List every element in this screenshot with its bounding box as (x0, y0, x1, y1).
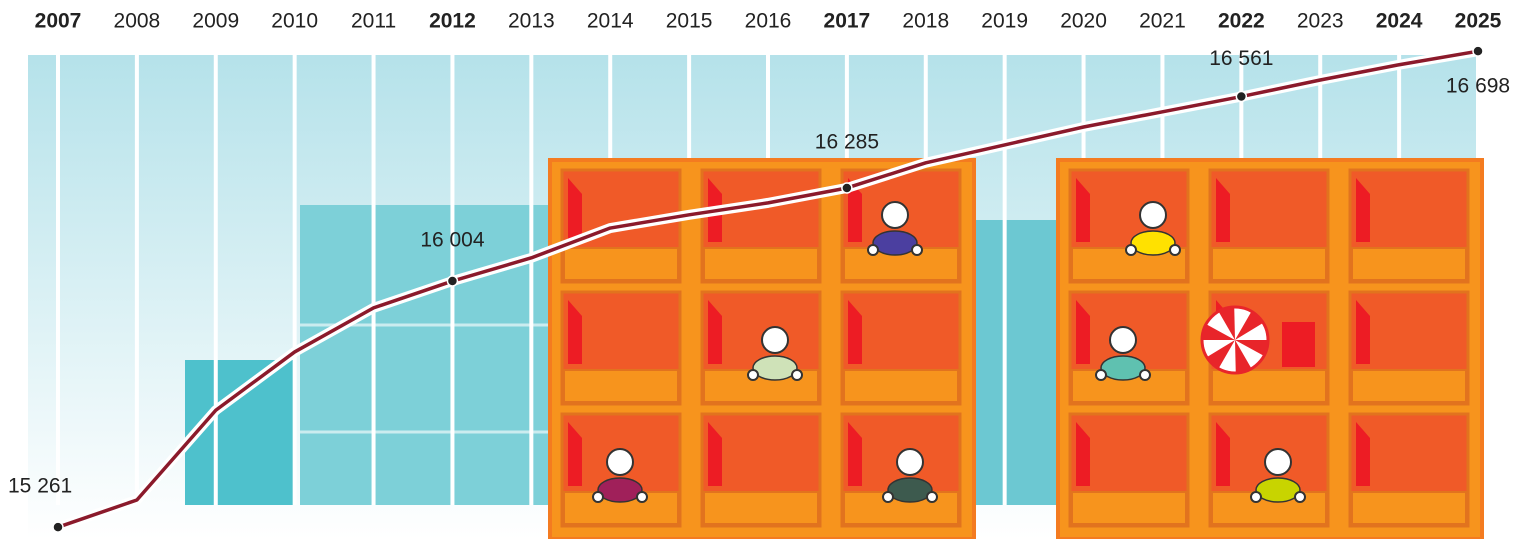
person-hand (1140, 370, 1150, 380)
box (1282, 322, 1315, 367)
balcony (564, 248, 678, 280)
person-hand (1170, 245, 1180, 255)
value-label: 16 698 (1446, 75, 1510, 98)
x-tick-label: 2018 (902, 10, 949, 33)
balcony (1352, 248, 1466, 280)
person-hand (883, 492, 893, 502)
x-tick-label: 2024 (1376, 10, 1423, 33)
x-tick-label: 2007 (35, 10, 82, 33)
point (53, 522, 63, 532)
x-tick-label: 2015 (666, 10, 713, 33)
person-hand (1096, 370, 1106, 380)
x-tick-label: 2020 (1060, 10, 1107, 33)
person-head (607, 449, 633, 475)
value-label: 16 285 (815, 131, 879, 154)
value-label: 16 004 (420, 229, 485, 252)
balcony (1072, 492, 1186, 524)
person-hand (927, 492, 937, 502)
person-hand (868, 245, 878, 255)
person-body (598, 478, 642, 502)
value-label: 16 561 (1209, 47, 1273, 70)
person-hand (792, 370, 802, 380)
person-body (1131, 231, 1175, 255)
x-tick-label: 2010 (271, 10, 318, 33)
point (1236, 92, 1246, 102)
person-body (753, 356, 797, 380)
person-head (1140, 202, 1166, 228)
balcony (564, 370, 678, 402)
person-head (762, 327, 788, 353)
person-hand (593, 492, 603, 502)
balcony (704, 248, 818, 280)
balcony (844, 370, 958, 402)
balcony (1352, 492, 1466, 524)
x-tick-label: 2012 (429, 10, 476, 33)
x-tick-label: 2009 (192, 10, 239, 33)
point (1473, 46, 1483, 56)
person-hand (1251, 492, 1261, 502)
x-tick-label: 2022 (1218, 10, 1265, 33)
person-body (873, 231, 917, 255)
person-hand (748, 370, 758, 380)
value-label: 15 261 (8, 475, 72, 498)
person-hand (637, 492, 647, 502)
balcony (1212, 248, 1326, 280)
x-tick-label: 2017 (824, 10, 871, 33)
x-tick-label: 2021 (1139, 10, 1186, 33)
person-hand (912, 245, 922, 255)
balcony (1352, 370, 1466, 402)
point (447, 276, 457, 286)
x-tick-label: 2016 (745, 10, 792, 33)
building (975, 220, 1060, 505)
person-body (888, 478, 932, 502)
person-hand (1295, 492, 1305, 502)
x-tick-label: 2023 (1297, 10, 1344, 33)
x-tick-label: 2013 (508, 10, 555, 33)
person-head (882, 202, 908, 228)
point (842, 183, 852, 193)
x-tick-label: 2025 (1455, 10, 1502, 33)
person-head (1110, 327, 1136, 353)
person-body (1256, 478, 1300, 502)
person-hand (1126, 245, 1136, 255)
chart: 2007 2008 2009 2010 2011 2012 2013 2014 2015 2016… (0, 0, 1524, 539)
balcony (704, 492, 818, 524)
person-head (897, 449, 923, 475)
x-tick-label: 2019 (981, 10, 1028, 33)
x-tick-label: 2008 (114, 10, 161, 33)
x-tick-label: 2014 (587, 10, 634, 33)
x-tick-label: 2011 (351, 10, 396, 33)
person-head (1265, 449, 1291, 475)
person-body (1101, 356, 1145, 380)
balcony (1212, 370, 1326, 402)
